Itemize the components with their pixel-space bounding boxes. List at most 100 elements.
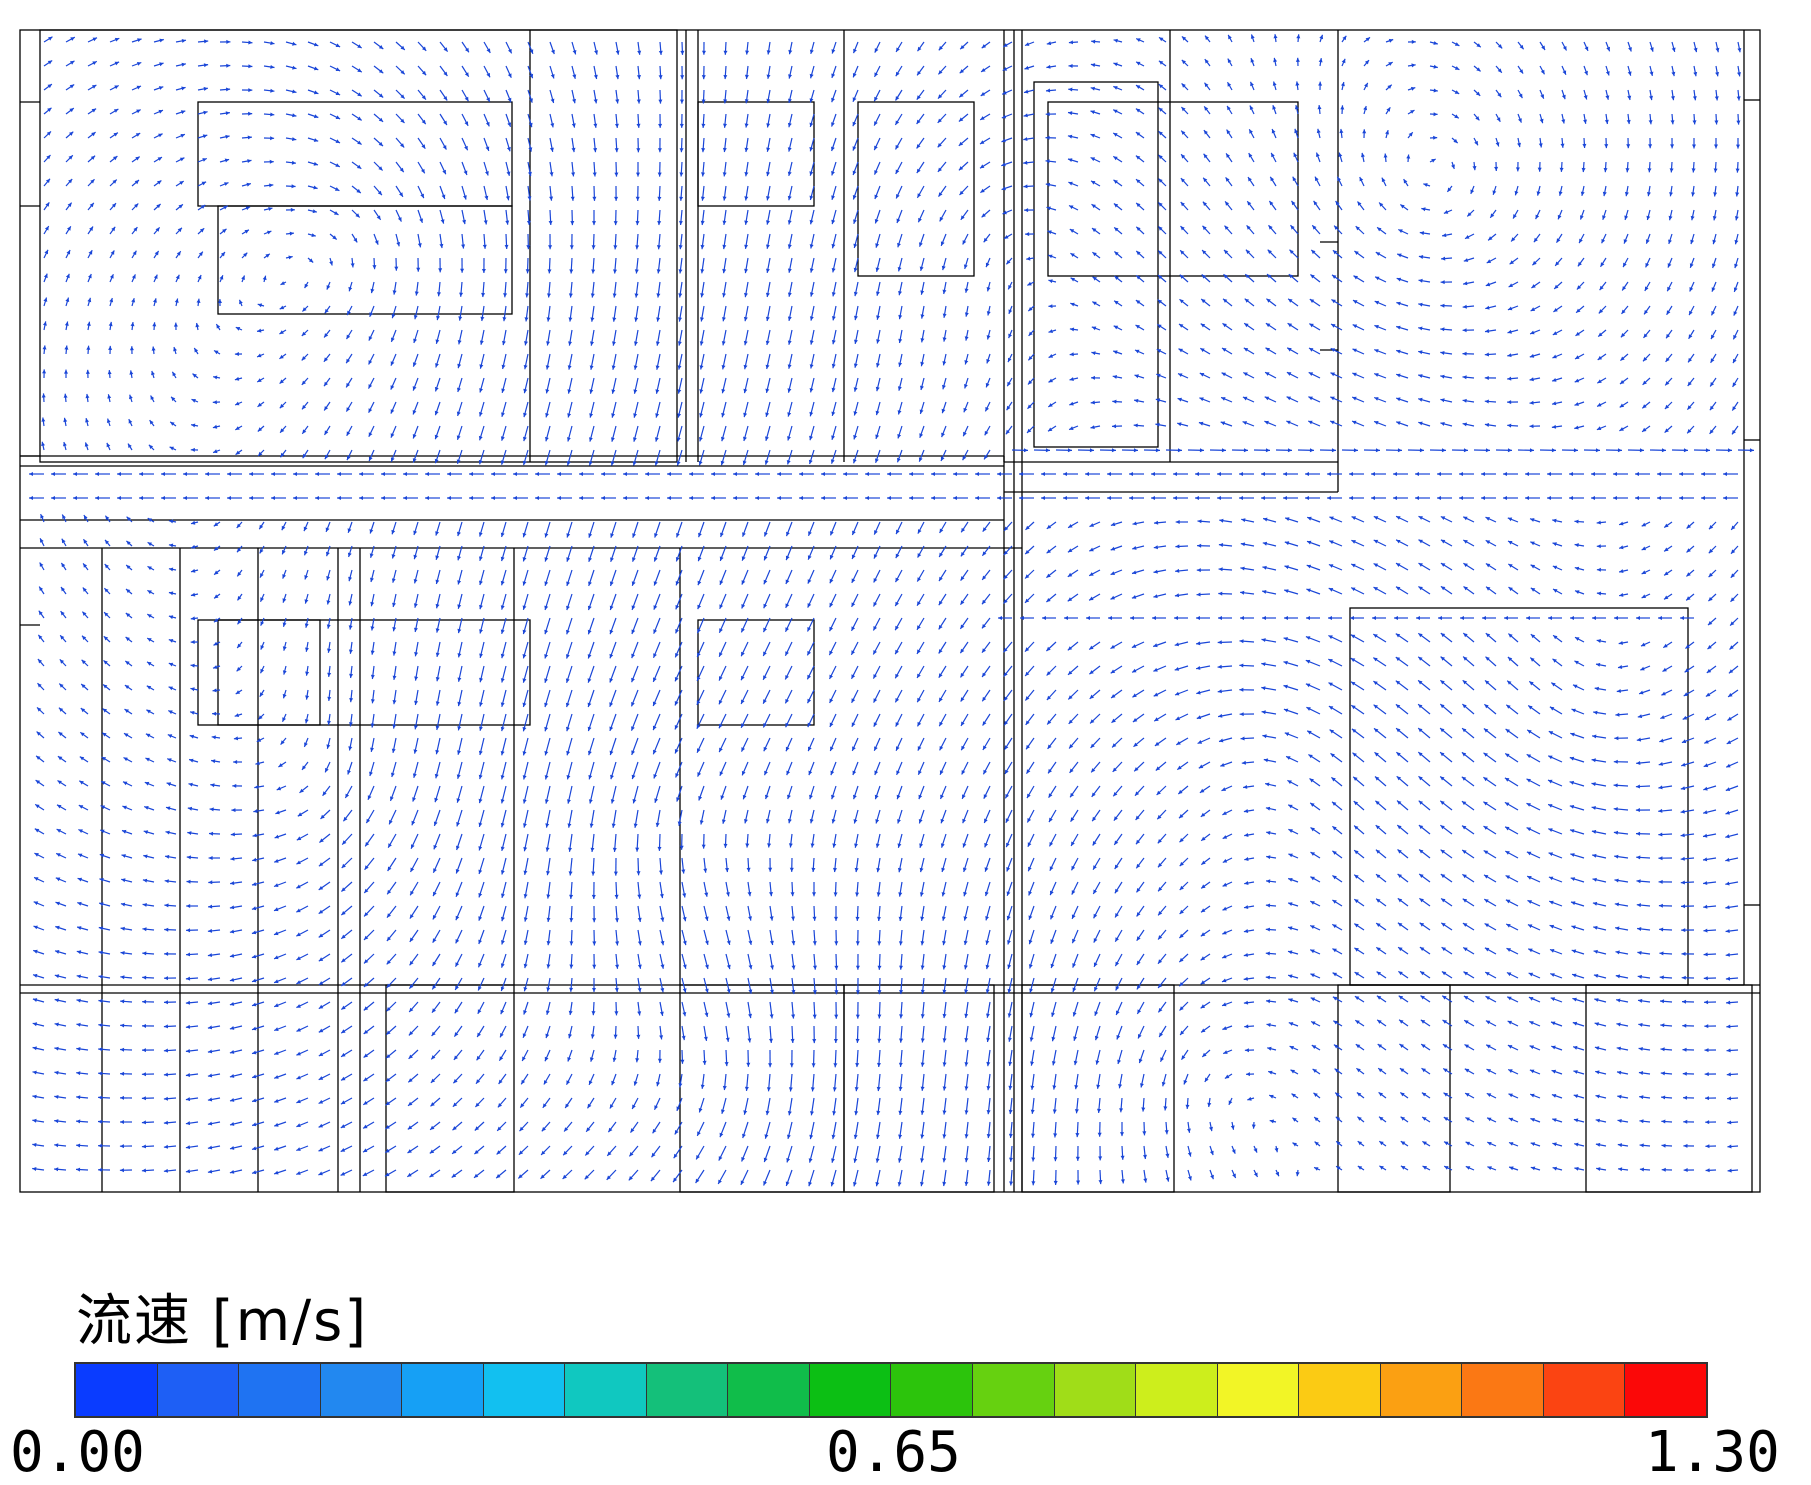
velocity-arrowhead xyxy=(359,472,363,476)
velocity-arrowhead xyxy=(635,245,639,249)
velocity-arrowhead xyxy=(1463,281,1467,285)
velocity-arrowhead xyxy=(1693,120,1697,124)
velocity-arrowhead xyxy=(1288,448,1292,452)
velocity-arrowhead xyxy=(392,603,396,607)
velocity-arrowhead xyxy=(458,653,462,657)
velocity-arrowhead xyxy=(831,98,835,102)
velocity-arrowhead xyxy=(876,315,880,319)
velocity-arrowhead xyxy=(724,51,728,55)
velocity-arrowhead xyxy=(1173,496,1177,500)
velocity-arrowhead xyxy=(744,341,748,345)
velocity-arrowhead xyxy=(1130,616,1134,620)
velocity-arrowhead xyxy=(1538,168,1542,172)
velocity-arrowhead xyxy=(570,245,574,249)
velocity-arrowhead xyxy=(1442,233,1446,237)
velocity-arrowhead xyxy=(1349,496,1353,500)
velocity-arrowhead xyxy=(854,340,858,344)
velocity-arrowhead xyxy=(227,496,231,500)
velocity-arrowhead xyxy=(271,496,275,500)
velocity-arrowhead xyxy=(1086,616,1090,620)
velocity-arrowhead xyxy=(590,365,594,369)
velocity-arrowhead xyxy=(117,496,121,500)
velocity-arrowhead xyxy=(658,100,662,104)
velocity-arrowhead xyxy=(326,552,330,557)
velocity-arrowhead xyxy=(370,602,374,606)
velocity-arrowhead xyxy=(394,267,398,271)
velocity-arrowhead xyxy=(167,782,172,786)
velocity-arrowhead xyxy=(594,75,598,79)
velocity-arrowhead xyxy=(636,221,640,225)
velocity-arrowhead xyxy=(679,172,683,176)
velocity-arrowhead xyxy=(191,424,195,428)
velocity-arrowhead xyxy=(1569,472,1573,476)
velocity-arrowhead xyxy=(701,172,705,176)
velocity-arrowhead xyxy=(271,472,275,476)
velocity-arrowhead xyxy=(1552,401,1556,405)
velocity-arrowhead xyxy=(887,496,891,500)
velocity-arrowhead xyxy=(1217,496,1221,500)
velocity-arrowhead xyxy=(634,365,638,369)
velocity-arrowhead xyxy=(788,293,792,297)
velocity-arrowhead xyxy=(931,496,935,500)
velocity-arrowhead xyxy=(1693,72,1697,76)
velocity-arrowhead xyxy=(1481,472,1485,476)
velocity-arrowhead xyxy=(1262,616,1266,620)
velocity-arrowhead xyxy=(1241,542,1245,546)
velocity-arrowhead xyxy=(1603,192,1607,196)
velocity-arrowhead xyxy=(227,472,231,476)
velocity-arrowhead xyxy=(616,50,620,54)
velocity-arrowhead xyxy=(1112,400,1116,404)
velocity-arrowhead xyxy=(1239,472,1243,476)
velocity-arrowhead xyxy=(291,208,295,212)
velocity-arrowhead xyxy=(381,472,385,476)
velocity-arrowhead xyxy=(987,311,991,315)
velocity-arrowhead xyxy=(567,389,571,393)
velocity-arrowhead xyxy=(1133,522,1137,526)
velocity-arrowhead xyxy=(191,640,195,644)
velocity-arrowhead xyxy=(1692,168,1696,172)
velocity-arrowhead xyxy=(931,472,935,476)
velocity-arrowhead xyxy=(765,795,769,799)
velocity-arrowhead xyxy=(897,795,901,799)
velocity-arrowhead xyxy=(1648,168,1652,172)
velocity-arrowhead xyxy=(1019,496,1023,500)
velocity-arrowhead xyxy=(1340,105,1344,109)
velocity-arrowhead xyxy=(567,799,571,803)
velocity-arrowhead xyxy=(557,472,561,476)
velocity-arrowhead xyxy=(943,290,947,294)
velocity-arrowhead xyxy=(1706,448,1710,452)
velocity-arrowhead xyxy=(1389,39,1393,43)
velocity-arrowhead xyxy=(225,135,229,139)
velocity-arrowhead xyxy=(1614,760,1618,764)
velocity-arrowhead xyxy=(457,629,461,633)
velocity-arrowhead xyxy=(1548,616,1552,620)
velocity-arrowhead xyxy=(457,726,461,730)
velocity-arrowhead xyxy=(1197,544,1201,548)
flow-field-diagram xyxy=(0,0,1811,1230)
velocity-arrowhead xyxy=(457,702,461,706)
velocity-arrowhead xyxy=(788,244,792,248)
velocity-arrowhead xyxy=(1464,448,1468,452)
velocity-arrowhead xyxy=(1485,353,1489,357)
velocity-arrowhead xyxy=(1604,144,1608,148)
velocity-arrowhead xyxy=(1434,65,1438,69)
velocity-arrowhead xyxy=(161,496,165,500)
velocity-arrowhead xyxy=(1582,144,1586,148)
velocity-arrowhead xyxy=(535,496,539,500)
velocity-arrowhead xyxy=(1305,472,1309,476)
velocity-arrowhead xyxy=(765,389,769,393)
velocity-arrowhead xyxy=(169,639,174,643)
velocity-arrowhead xyxy=(1715,96,1719,100)
velocity-arrowhead xyxy=(1069,402,1074,406)
velocity-arrowhead xyxy=(381,496,385,500)
velocity-arrowhead xyxy=(436,653,440,657)
velocity-arrowhead xyxy=(788,220,792,224)
velocity-arrowhead xyxy=(1341,82,1345,86)
velocity-arrowhead xyxy=(1486,448,1490,452)
floor-plan-outline xyxy=(20,30,1760,1192)
velocity-arrowhead xyxy=(1070,303,1074,307)
velocity-arrowhead xyxy=(1737,48,1741,52)
velocity-arrowhead xyxy=(1239,664,1243,668)
velocity-arrowhead xyxy=(268,207,272,211)
velocity-arrowhead xyxy=(1372,616,1376,620)
